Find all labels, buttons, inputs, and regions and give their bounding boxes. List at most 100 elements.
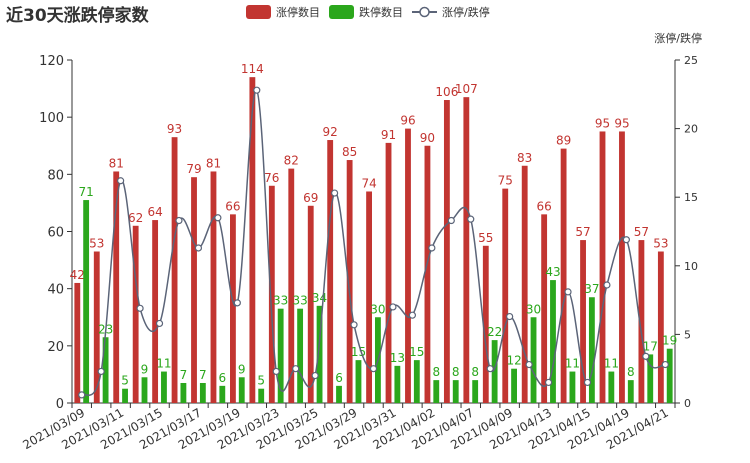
bar-down [355,360,362,403]
ratio-point [194,244,203,252]
ratio-point [292,365,300,373]
bar-up [346,160,353,403]
data-label-down: 33 [273,294,288,308]
bar-down [472,380,479,403]
ratio-point [467,215,475,223]
legend-item-ratio[interactable]: 涨停/跌停 [412,4,490,20]
y2-tick-label: 0 [684,397,691,410]
ratio-point [603,281,611,289]
ratio-point [661,360,669,369]
legend-label-ratio: 涨停/跌停 [442,6,490,19]
data-label-down: 7 [199,368,207,382]
data-label-up: 69 [303,191,318,205]
bar-down [199,382,206,403]
data-label-up: 91 [381,128,396,142]
data-label-down: 9 [238,362,246,376]
y2-tick-label: 20 [684,123,698,136]
bar-down [511,368,517,403]
y2-tick-label: 5 [684,328,691,341]
ratio-point [389,303,397,311]
ratio-point [214,214,222,222]
bar-up [482,245,489,403]
ratio-point [564,288,572,296]
bar-down [394,365,401,403]
data-label-up: 57 [634,225,649,239]
data-label-down: 8 [432,365,440,379]
bar-up [541,214,548,403]
y-tick-label: 100 [39,111,64,126]
data-label-down: 30 [526,302,541,316]
bar-up [580,240,586,403]
bar-up [385,142,392,403]
data-label-down: 43 [545,265,560,279]
data-label-down: 34 [312,291,327,305]
bar-down [83,200,90,403]
bar-down [530,317,537,403]
ratio-point [136,304,144,312]
ratio-point [486,365,494,373]
data-label-down: 17 [643,339,658,353]
data-label-down: 8 [471,365,479,379]
y2-tick-label: 15 [684,191,698,204]
ratio-point [525,360,533,369]
y2-tick-label: 10 [684,260,698,273]
data-label-down: 19 [662,334,677,348]
data-label-down: 22 [487,325,502,339]
bar-up [657,251,664,403]
bar-down [219,385,226,403]
ratio-point [369,365,378,373]
data-label-up: 74 [361,176,376,190]
bar-up [171,137,178,404]
data-label-down: 30 [370,302,385,316]
bar-up [327,140,334,404]
bar-up [405,128,411,403]
data-label-up: 75 [498,174,513,188]
legend-item-down[interactable]: 跌停数目 [329,4,403,20]
ratio-point [175,216,183,225]
data-label-down: 8 [627,365,635,379]
data-label-up: 92 [323,125,338,139]
y-tick-label: 20 [47,340,64,355]
bar-up [463,97,470,404]
bar-down [277,308,284,403]
data-label-down: 12 [506,354,521,368]
data-label-up: 90 [420,131,435,145]
data-label-down: 6 [218,371,226,385]
bar-down [433,380,440,403]
bar-down [627,380,634,403]
bar-up [113,171,120,403]
y-tick-label: 0 [56,397,64,412]
bar-down [588,297,595,403]
legend-label-down: 跌停数目 [359,6,403,19]
bar-down [297,308,304,403]
data-label-down: 11 [604,357,619,371]
legend-swatch-up [246,5,271,19]
bar-up [152,220,159,403]
ratio-point [506,312,514,321]
ratio-point [622,236,630,244]
bar-down [413,360,420,403]
bar-up [93,251,100,403]
data-label-down: 8 [452,365,460,379]
bar-up [599,131,606,404]
data-label-down: 7 [180,368,188,382]
data-label-up: 96 [400,114,415,128]
data-label-up: 85 [342,145,357,159]
data-label-down: 9 [141,362,149,376]
bar-down [647,354,654,403]
y-tick-label: 120 [39,54,64,69]
data-label-down: 15 [409,345,424,359]
bar-down [122,388,128,403]
data-label-down: 5 [257,374,265,388]
legend-item-up[interactable]: 涨停数目 [246,4,320,20]
legend-swatch-ratio [412,6,437,18]
bar-up [191,177,197,403]
bar-up [268,185,275,403]
data-label-down: 71 [79,185,94,199]
bar-up [132,225,139,403]
data-label-up: 64 [147,205,162,219]
bar-up [249,77,256,404]
data-label-down: 6 [335,371,343,385]
y2-tick-label: 25 [684,54,698,67]
